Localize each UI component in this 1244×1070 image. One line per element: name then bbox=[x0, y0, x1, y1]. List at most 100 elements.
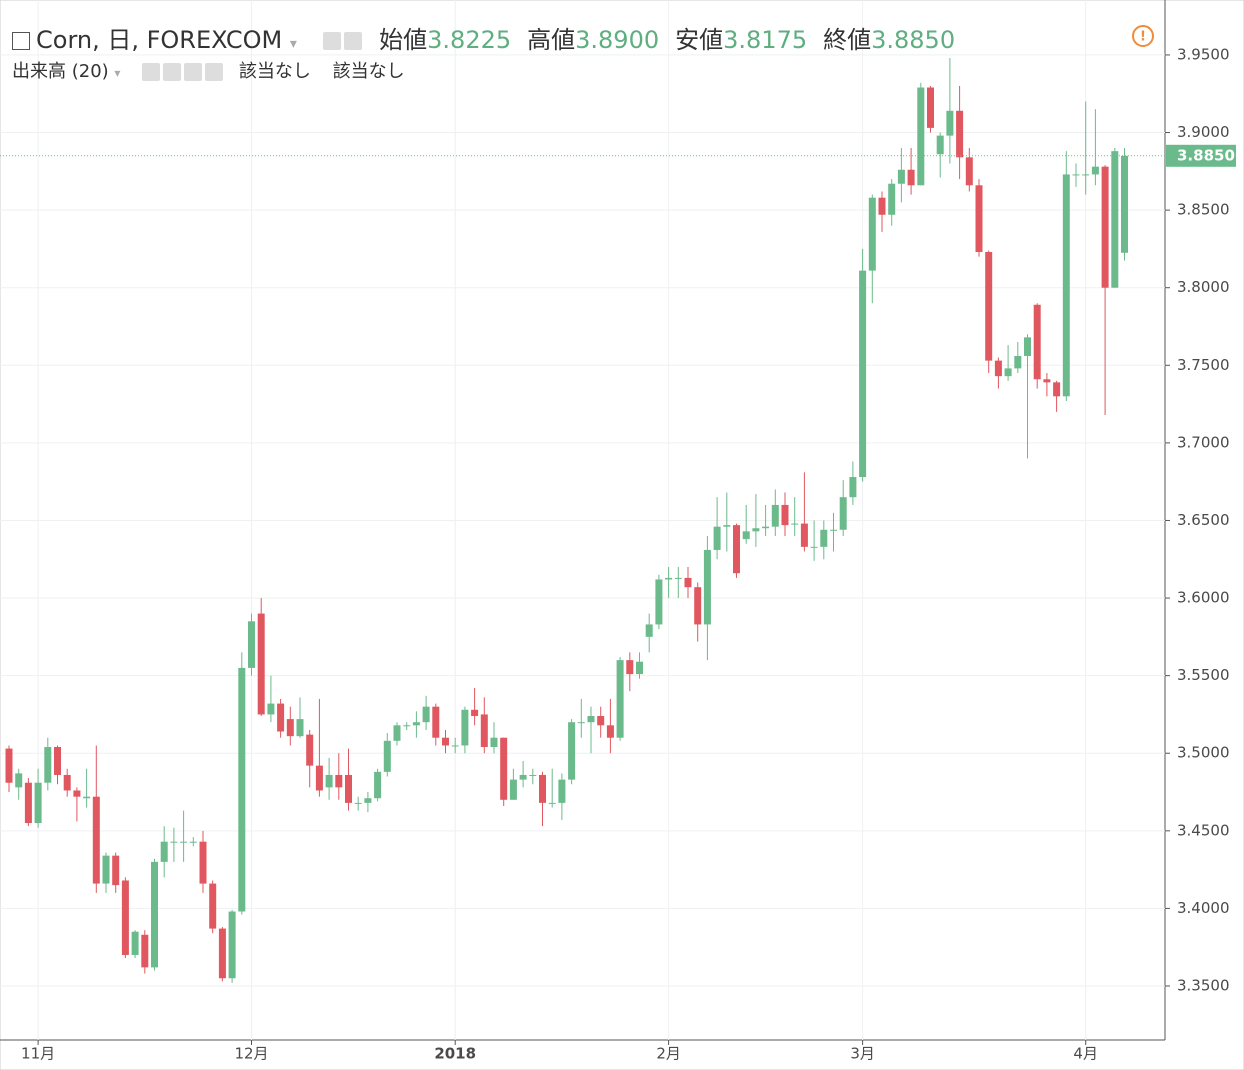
candle-body bbox=[228, 911, 236, 979]
candle-body bbox=[383, 740, 391, 772]
candle-body bbox=[645, 624, 653, 637]
candle-body bbox=[393, 725, 401, 741]
candle-body bbox=[189, 841, 197, 843]
add-icon[interactable] bbox=[184, 63, 203, 81]
candle-body bbox=[257, 613, 265, 715]
candle-body bbox=[820, 529, 828, 547]
y-tick-label: 3.4500 bbox=[1177, 821, 1230, 839]
candle-body bbox=[849, 477, 857, 498]
symbol-title[interactable]: Corn, 日, FOREXCOM bbox=[36, 26, 283, 54]
header: Corn, 日, FOREXCOM ▾ 始値3.8225 高値3.8900 安値3.… bbox=[12, 20, 971, 55]
indicator-value: 該当なし bbox=[238, 61, 311, 82]
y-tick-label: 3.9500 bbox=[1177, 45, 1230, 63]
candle-body bbox=[781, 504, 789, 526]
candle-body bbox=[364, 798, 372, 803]
eye-icon[interactable] bbox=[322, 32, 341, 50]
collapse-button[interactable] bbox=[12, 32, 30, 50]
ohlc-label: 始値 bbox=[379, 26, 428, 54]
candle-body bbox=[917, 87, 925, 186]
candle-body bbox=[471, 709, 479, 716]
y-tick-label: 3.6000 bbox=[1177, 589, 1230, 607]
candle-body bbox=[723, 525, 731, 527]
ohlc-value: 3.8225 bbox=[427, 26, 512, 54]
y-tick-label: 3.5000 bbox=[1177, 744, 1230, 762]
candle-body bbox=[694, 587, 702, 625]
candle-body bbox=[1111, 151, 1119, 288]
ohlc-value: 3.8175 bbox=[723, 26, 808, 54]
remove-icon[interactable] bbox=[205, 63, 224, 81]
candle-body bbox=[277, 703, 285, 732]
x-tick-label: 12月 bbox=[234, 1045, 268, 1063]
candle-body bbox=[5, 748, 13, 783]
candle-body bbox=[587, 715, 595, 723]
candle-body bbox=[286, 719, 294, 737]
ohlc-label: 終値 bbox=[823, 26, 872, 54]
candle-body bbox=[830, 529, 837, 531]
candle-body bbox=[335, 774, 343, 788]
y-tick-label: 3.4000 bbox=[1177, 899, 1230, 917]
candle-body bbox=[548, 802, 556, 804]
candle-body bbox=[771, 504, 779, 527]
candle-body bbox=[83, 796, 91, 799]
candle-body bbox=[810, 546, 818, 548]
candle-body bbox=[63, 774, 71, 791]
candle-body bbox=[539, 774, 546, 803]
candle-body bbox=[248, 621, 255, 668]
ohlc-label: 高値 bbox=[527, 26, 576, 54]
candle-body bbox=[742, 531, 750, 540]
candle-body bbox=[1014, 355, 1022, 369]
x-tick-label: 4月 bbox=[1073, 1045, 1098, 1063]
candle-body bbox=[626, 660, 634, 675]
settings-icon[interactable] bbox=[343, 32, 362, 50]
candle-body bbox=[141, 934, 149, 968]
candle-body bbox=[975, 185, 983, 253]
candle-body bbox=[54, 747, 61, 775]
candle-body bbox=[315, 765, 323, 791]
candle-body bbox=[480, 714, 488, 748]
candle-body bbox=[44, 747, 52, 783]
candle-body bbox=[985, 252, 993, 361]
last-price-label: 3.8850 bbox=[1177, 146, 1235, 164]
candle-body bbox=[1043, 379, 1051, 383]
x-tick-label: 11月 bbox=[21, 1045, 55, 1063]
candle-body bbox=[888, 183, 896, 215]
candle-body bbox=[1082, 174, 1090, 176]
candle-body bbox=[112, 855, 120, 886]
candle-body bbox=[1101, 166, 1109, 288]
y-tick-label: 3.7500 bbox=[1177, 356, 1230, 374]
candle-body bbox=[403, 725, 411, 727]
candle-body bbox=[218, 928, 226, 979]
eye-icon[interactable] bbox=[142, 63, 161, 81]
candle-body bbox=[500, 737, 508, 800]
candle-body bbox=[509, 779, 517, 800]
candle-body bbox=[616, 660, 624, 738]
candle-body bbox=[296, 719, 304, 737]
y-tick-label: 3.6500 bbox=[1177, 511, 1230, 529]
candle-body bbox=[927, 87, 934, 128]
candle-body bbox=[519, 774, 527, 780]
candle-body bbox=[374, 771, 382, 799]
candle-body bbox=[412, 722, 420, 726]
candle-body bbox=[238, 667, 246, 912]
candle-body bbox=[568, 722, 576, 780]
candle-body bbox=[684, 577, 692, 588]
candle-body bbox=[199, 841, 207, 884]
candle-body bbox=[994, 360, 1002, 377]
indicator-title[interactable]: 出来高 (20) bbox=[12, 61, 109, 82]
candle-body bbox=[762, 526, 770, 529]
y-tick-label: 3.5500 bbox=[1177, 666, 1230, 684]
ohlc-value: 3.8900 bbox=[575, 26, 660, 54]
candle-body bbox=[160, 841, 168, 862]
x-tick-label: 2月 bbox=[656, 1045, 681, 1063]
candle-body bbox=[529, 774, 537, 776]
candle-body bbox=[868, 197, 876, 271]
candle-body bbox=[131, 931, 139, 955]
settings-icon[interactable] bbox=[163, 63, 182, 81]
candle-body bbox=[558, 779, 566, 803]
candle-body bbox=[24, 782, 32, 824]
alert-icon[interactable] bbox=[1132, 25, 1154, 47]
candle-body bbox=[907, 169, 915, 186]
ohlc-label: 安値 bbox=[675, 26, 724, 54]
